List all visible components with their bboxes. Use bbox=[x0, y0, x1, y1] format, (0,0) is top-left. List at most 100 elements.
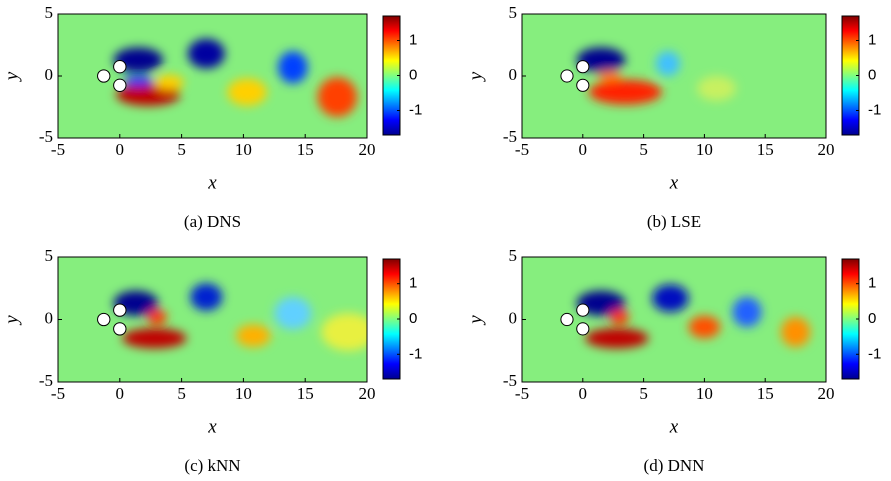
x-axis-label: x bbox=[669, 172, 679, 193]
y-axis-label: y bbox=[465, 71, 486, 82]
caption: (b) LSE bbox=[647, 212, 701, 231]
x-tick-label: 5 bbox=[639, 384, 648, 403]
x-tick-label: 15 bbox=[297, 384, 314, 403]
field bbox=[58, 257, 367, 382]
colorbar-tick-label: 0 bbox=[409, 66, 417, 83]
x-tick-label: 10 bbox=[235, 140, 252, 159]
cylinder bbox=[113, 60, 127, 74]
vortex bbox=[235, 324, 271, 347]
vortex bbox=[688, 315, 721, 339]
vortex bbox=[187, 38, 225, 69]
panel: -5 0 5 10 15 20 -5 0 5 x y (d) DNN -1 0 1 bbox=[465, 246, 881, 475]
caption: (c) kNN bbox=[184, 456, 240, 475]
x-tick-label: 15 bbox=[757, 384, 774, 403]
vortex bbox=[227, 78, 267, 106]
x-axis-label: x bbox=[207, 172, 217, 193]
caption: (d) DNN bbox=[644, 456, 705, 475]
vortex bbox=[652, 284, 689, 312]
cylinder bbox=[576, 78, 590, 92]
y-tick-label: -5 bbox=[39, 371, 53, 390]
vortex bbox=[122, 328, 187, 349]
x-tick-label: 0 bbox=[116, 384, 125, 403]
x-tick-label: 20 bbox=[818, 384, 835, 403]
x-axis-label: x bbox=[207, 416, 217, 437]
x-axis-label: x bbox=[669, 416, 679, 437]
vortex bbox=[278, 51, 308, 84]
x-tick-label: 20 bbox=[818, 140, 835, 159]
field bbox=[522, 257, 826, 382]
vortex bbox=[190, 283, 223, 311]
x-tick-label: 5 bbox=[177, 140, 186, 159]
y-tick-label: 0 bbox=[509, 65, 518, 84]
y-tick-label: 5 bbox=[45, 246, 54, 265]
colorbar-tick-label: 0 bbox=[409, 310, 417, 327]
cylinder bbox=[560, 69, 574, 83]
vortex bbox=[154, 74, 185, 90]
vortex bbox=[146, 309, 167, 325]
cylinder bbox=[97, 69, 111, 83]
y-tick-label: 5 bbox=[509, 3, 518, 22]
panel: -5 0 5 10 15 20 -5 0 5 x y (c) kNN -1 0 1 bbox=[1, 246, 422, 475]
y-tick-label: 0 bbox=[45, 65, 54, 84]
colorbar-tick-label: -1 bbox=[409, 345, 422, 362]
x-tick-label: 0 bbox=[579, 140, 588, 159]
x-tick-label: 20 bbox=[359, 140, 376, 159]
y-tick-label: -5 bbox=[503, 127, 517, 146]
vortex bbox=[732, 297, 762, 327]
colorbar-tick-label: 1 bbox=[868, 275, 876, 292]
y-tick-label: -5 bbox=[39, 127, 53, 146]
panel: -5 0 5 10 15 20 -5 0 5 x y (a) DNS -1 0 1 bbox=[1, 3, 422, 231]
caption: (a) DNS bbox=[184, 212, 241, 231]
x-tick-label: 0 bbox=[116, 140, 125, 159]
field bbox=[522, 14, 826, 138]
y-tick-label: 0 bbox=[45, 308, 54, 327]
colorbar-tick-label: -1 bbox=[868, 101, 881, 118]
x-tick-label: -5 bbox=[51, 384, 65, 403]
colorbar-tick-label: 0 bbox=[868, 66, 876, 83]
vortex bbox=[781, 317, 811, 347]
colorbar-tick-label: 1 bbox=[409, 31, 417, 48]
colorbar-tick-label: -1 bbox=[409, 101, 422, 118]
x-tick-label: 10 bbox=[696, 384, 713, 403]
colorbar-tick-label: 1 bbox=[868, 31, 876, 48]
cylinder bbox=[113, 322, 127, 336]
cylinder bbox=[576, 60, 590, 74]
vortex bbox=[655, 51, 681, 76]
x-tick-label: 15 bbox=[297, 140, 314, 159]
structures bbox=[113, 38, 358, 117]
x-tick-label: 0 bbox=[579, 384, 588, 403]
x-tick-label: -5 bbox=[515, 384, 529, 403]
x-tick-label: 15 bbox=[757, 140, 774, 159]
x-tick-label: 10 bbox=[235, 384, 252, 403]
vortex bbox=[123, 76, 154, 86]
cylinder bbox=[113, 78, 127, 92]
y-axis-label: y bbox=[1, 71, 22, 82]
y-tick-label: 0 bbox=[509, 308, 518, 327]
panel: -5 0 5 10 15 20 -5 0 5 x y (b) LSE -1 0 1 bbox=[465, 3, 881, 231]
x-tick-label: 5 bbox=[177, 384, 186, 403]
cylinder bbox=[576, 303, 590, 317]
structures bbox=[113, 283, 367, 351]
x-tick-label: -5 bbox=[515, 140, 529, 159]
colorbar-tick-label: 1 bbox=[409, 275, 417, 292]
cylinder bbox=[576, 322, 590, 336]
vortex bbox=[597, 71, 622, 81]
y-axis-label: y bbox=[1, 315, 22, 326]
y-tick-label: -5 bbox=[503, 371, 517, 390]
x-tick-label: 10 bbox=[696, 140, 713, 159]
cylinder bbox=[560, 312, 574, 327]
vortex bbox=[609, 309, 630, 325]
vortex bbox=[274, 297, 312, 330]
colorbar-tick-label: -1 bbox=[868, 345, 881, 362]
x-tick-label: 5 bbox=[639, 140, 648, 159]
vortex bbox=[585, 328, 649, 349]
cylinder bbox=[113, 303, 127, 317]
y-tick-label: 5 bbox=[45, 3, 54, 22]
vortex bbox=[588, 79, 662, 105]
x-tick-label: -5 bbox=[51, 140, 65, 159]
cylinder bbox=[97, 312, 111, 327]
vortex bbox=[321, 313, 367, 351]
field bbox=[58, 14, 367, 138]
colorbar-tick-label: 0 bbox=[868, 310, 876, 327]
